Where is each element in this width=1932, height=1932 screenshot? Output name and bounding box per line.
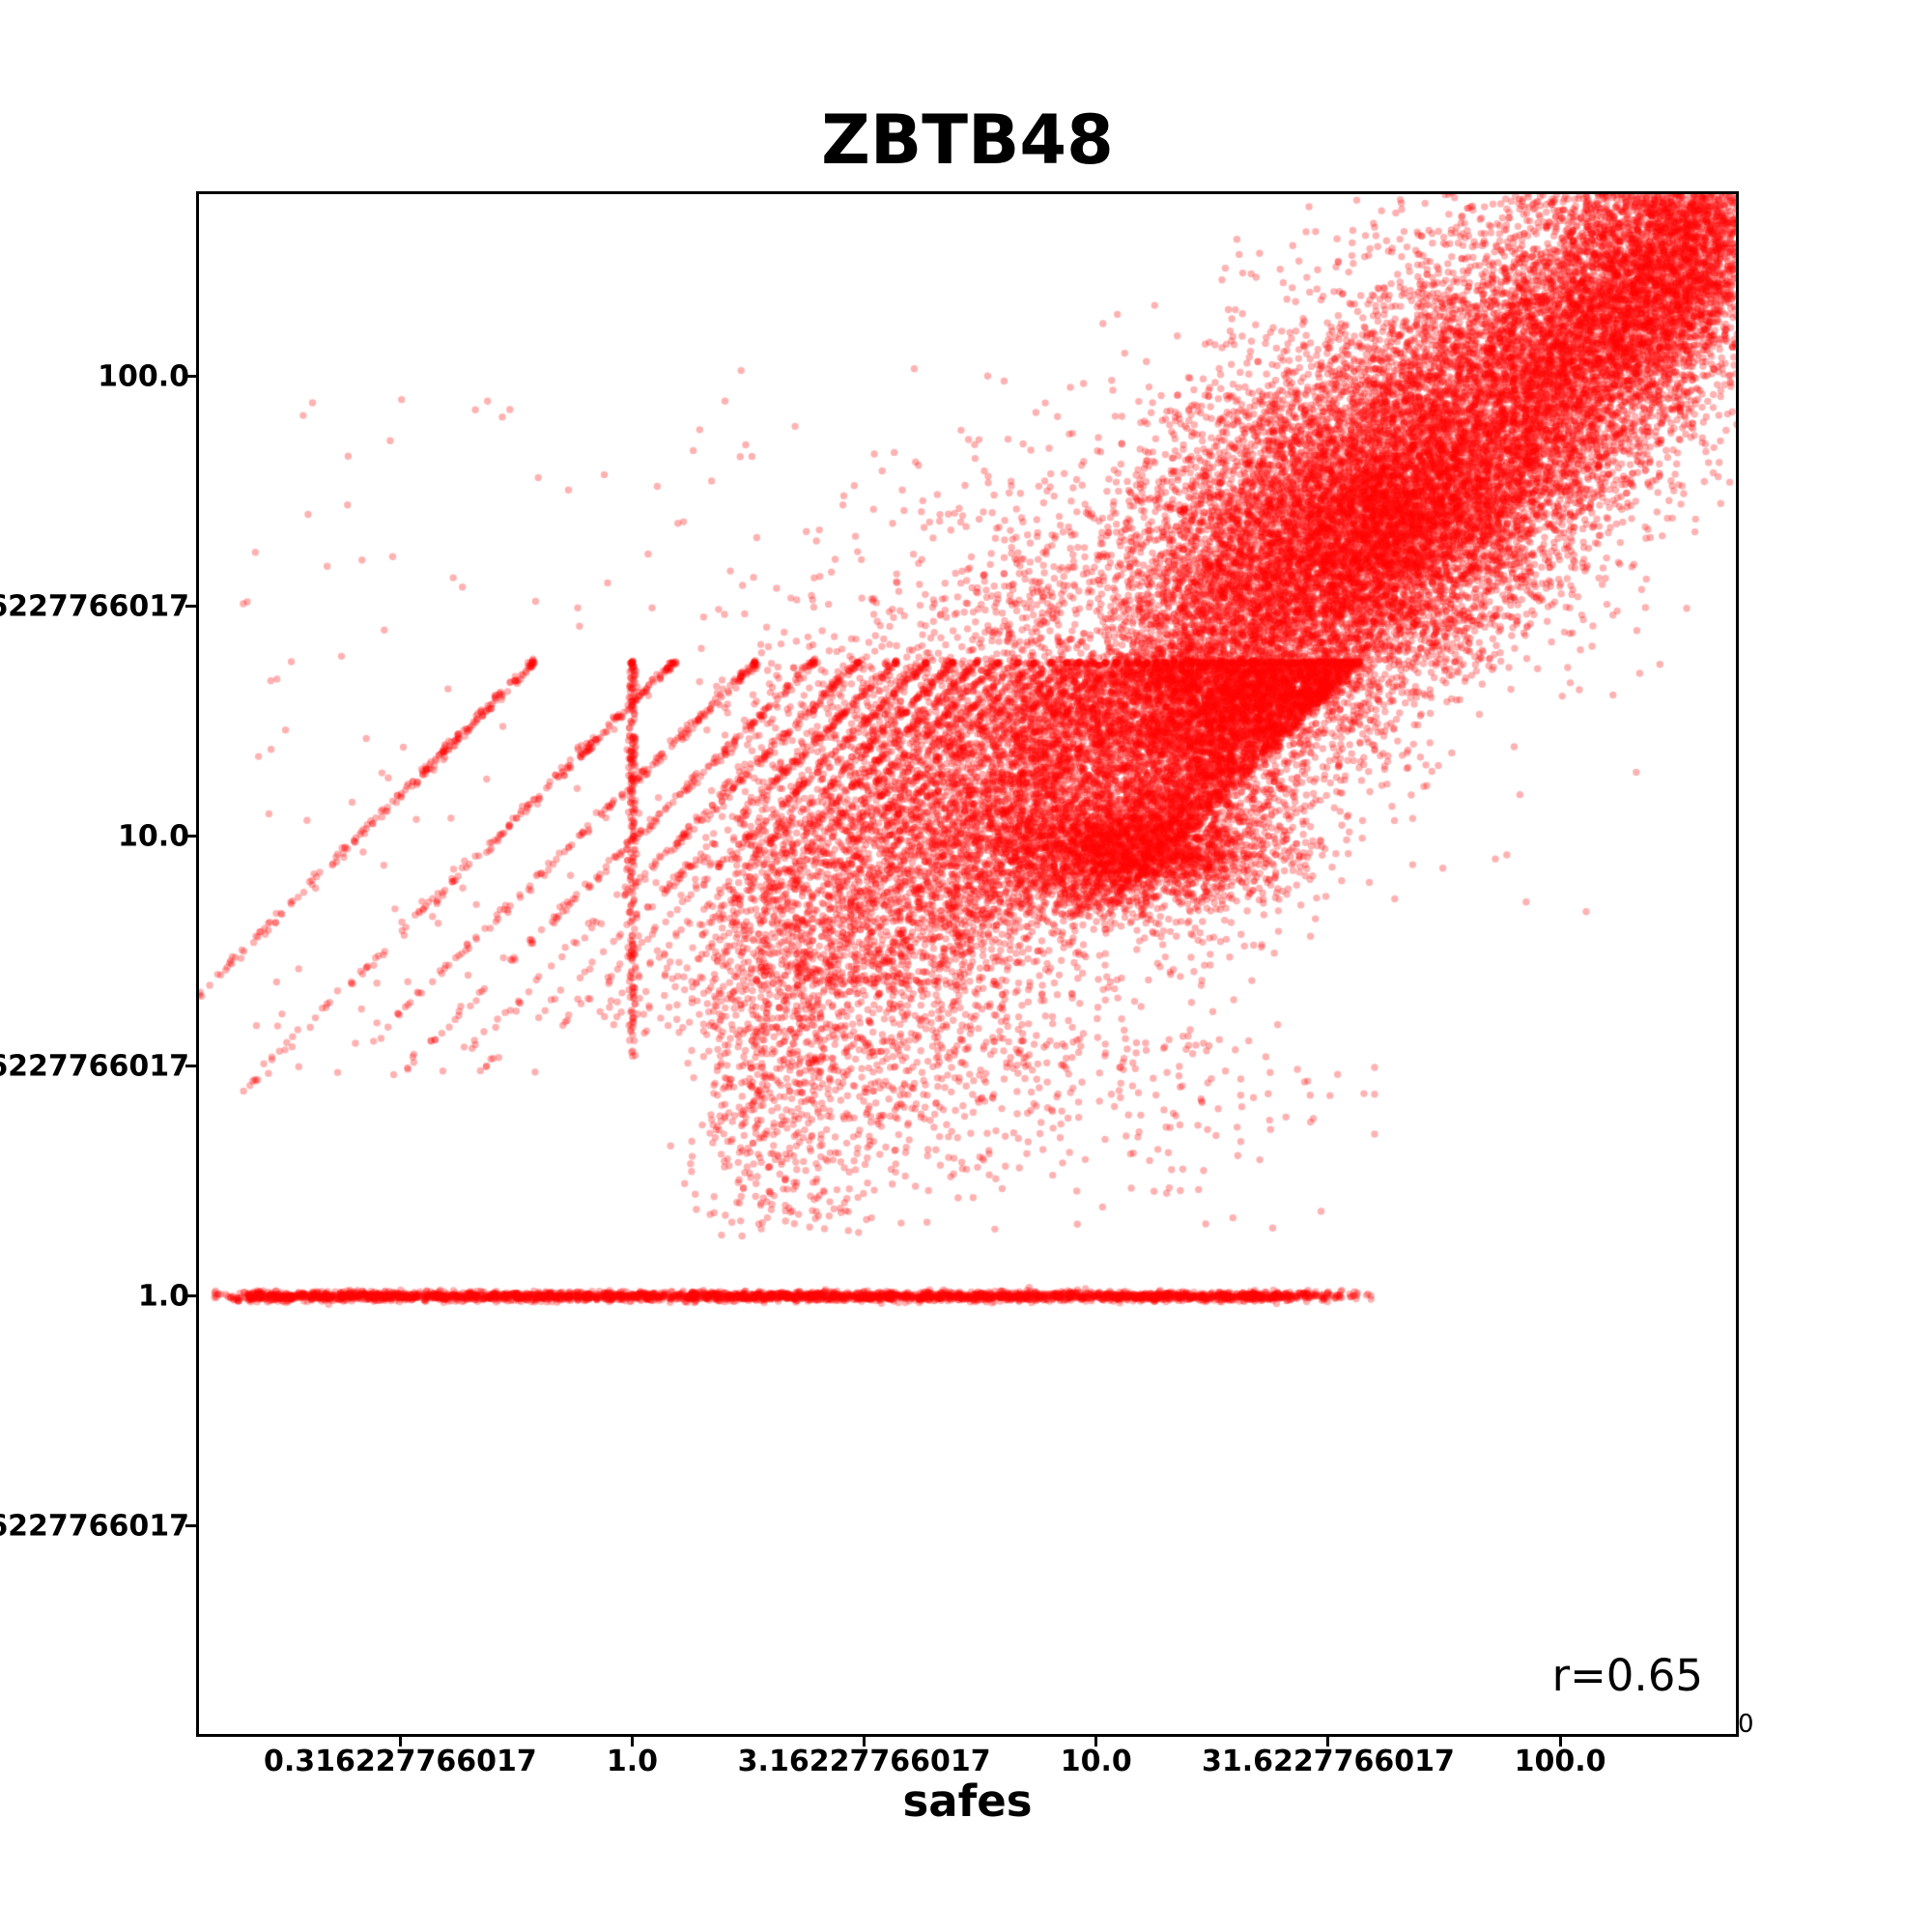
y-tick-label: 100.0 [98, 359, 189, 394]
x-tick-label: 10.0 [1060, 1745, 1132, 1778]
x-tick-mark [398, 1736, 402, 1747]
correlation-annotation: r=0.65 [1551, 1650, 1703, 1701]
y-tick-label: 0.316227766017 [0, 1509, 189, 1544]
y-tick-mark [185, 375, 196, 379]
x-tick-label: 31.6227766017 [1201, 1745, 1455, 1778]
y-tick-label: 31.6227766017 [0, 589, 189, 624]
x-tick-label: 0.316227766017 [263, 1745, 537, 1778]
y-tick-mark [185, 1524, 196, 1528]
corner-glyph: 0 [1738, 1710, 1754, 1739]
x-tick-mark [1326, 1736, 1330, 1747]
x-tick-label: 1.0 [606, 1745, 659, 1778]
y-tick-mark [185, 1294, 196, 1298]
x-tick-mark [1094, 1736, 1098, 1747]
y-tick-mark [185, 835, 196, 838]
x-tick-label: 100.0 [1514, 1745, 1606, 1778]
y-tick-label: 10.0 [117, 819, 189, 854]
x-tick-label: 3.16227766017 [737, 1745, 991, 1778]
y-tick-label: 1.0 [137, 1279, 189, 1314]
chart-title: ZBTB48 [821, 100, 1114, 180]
y-tick-label: 3.16227766017 [0, 1049, 189, 1084]
x-tick-mark [630, 1736, 634, 1747]
x-tick-mark [863, 1736, 867, 1747]
y-tick-mark [185, 1065, 196, 1068]
axes-box [196, 191, 1739, 1737]
x-axis-label: safes [902, 1776, 1033, 1827]
y-tick-mark [185, 605, 196, 609]
scatter-plot-canvas [196, 191, 1739, 1737]
x-tick-mark [1558, 1736, 1562, 1747]
